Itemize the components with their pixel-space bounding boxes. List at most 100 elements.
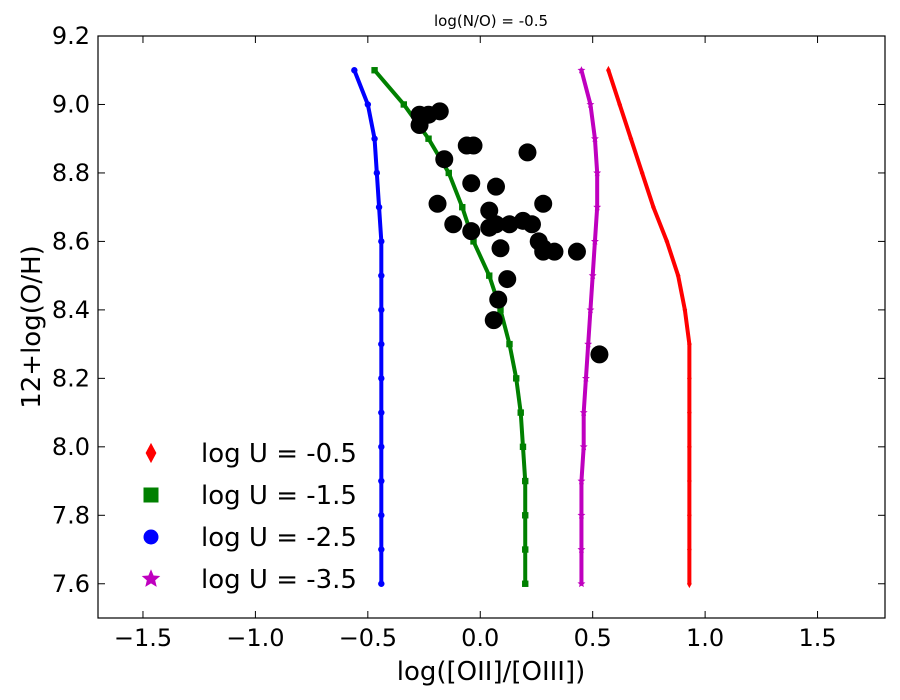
series-3-point [378, 272, 385, 279]
series-4-point [593, 168, 602, 177]
legend-marker-1 [145, 442, 157, 464]
series-3-point [351, 67, 358, 74]
series-2-point [425, 135, 432, 142]
series-1-point [617, 100, 622, 109]
series-1-point [687, 374, 692, 383]
series-2-point [497, 306, 504, 314]
series-3-point [378, 306, 385, 314]
observation-point [522, 215, 541, 234]
y-tick-label: 8.4 [52, 296, 90, 324]
series-4-point [577, 579, 586, 588]
legend-marker-4 [141, 569, 161, 587]
series-4-point [584, 339, 593, 348]
series-2-point [470, 238, 477, 245]
y-tick-label: 8.6 [52, 227, 90, 255]
observation-point [500, 215, 519, 234]
series-3-point [371, 135, 378, 142]
series-3-point [375, 203, 383, 211]
observation-point [410, 116, 429, 135]
observation-point [480, 201, 499, 220]
series-4-point [577, 476, 586, 485]
series-3-point [378, 477, 385, 485]
series-3-point [378, 512, 385, 519]
y-tick-label: 7.6 [52, 570, 90, 598]
observation-point [428, 194, 447, 213]
series-3-point [378, 375, 385, 382]
x-tick-labels: −1.5 −1.0 −0.5 0.0 0.5 1.0 1.5 [114, 624, 837, 652]
series-1-line [606, 68, 692, 586]
series-1-point [664, 237, 670, 246]
observation-point [491, 239, 510, 258]
series-1-point [687, 510, 692, 520]
observation-point [486, 177, 505, 196]
legend-marker-3 [143, 529, 159, 545]
observation-point [435, 150, 454, 169]
series-4-point [593, 203, 602, 211]
series-3-point [364, 101, 372, 108]
observation-point [567, 242, 586, 261]
observation-point [444, 215, 463, 234]
series-3-point [378, 443, 385, 451]
x-tick-label: 1.5 [798, 624, 836, 652]
legend-label-4: log U = -3.5 [201, 565, 357, 595]
series-2-point [522, 580, 529, 587]
series-1-point [687, 476, 692, 486]
series-4-point [588, 271, 597, 280]
y-tick-labels: 7.6 7.8 8.0 8.2 8.4 8.6 8.8 9.0 9.2 [52, 22, 90, 598]
series-4-point [579, 408, 588, 416]
series-2-point [459, 203, 466, 211]
series-3-point [378, 409, 385, 416]
x-tick-label: −1.5 [114, 624, 172, 652]
observations-layer [410, 102, 609, 364]
y-tick-label: 7.8 [52, 501, 90, 529]
y-axis-label: 12+log(O/H) [17, 245, 47, 409]
legend-label-3: log U = -2.5 [201, 523, 357, 553]
series-2-point [486, 272, 493, 279]
series-2-point [522, 546, 529, 553]
series-1-point [687, 408, 692, 417]
series-1-point [675, 271, 681, 280]
series-1-point [687, 579, 692, 589]
series-2-point [522, 512, 529, 519]
x-axis-label: log([OII]/[OIII]) [397, 657, 586, 687]
observation-point [545, 242, 564, 261]
observation-point [534, 194, 553, 213]
observation-point [518, 143, 537, 162]
y-tick-label: 9.2 [52, 22, 90, 50]
chart-title: log(N/O) = -0.5 [434, 12, 548, 30]
x-tick-label: −0.5 [339, 624, 397, 652]
x-tick-label: 0.5 [574, 624, 612, 652]
observation-point [484, 311, 503, 330]
y-tick-label: 8.2 [52, 364, 90, 392]
series-3-point [378, 580, 385, 587]
series-2-point [522, 477, 529, 485]
series-4-point [577, 66, 586, 74]
series-2-point [519, 443, 527, 451]
series-4-point [581, 374, 590, 382]
series-2-line [372, 68, 528, 586]
series-4-point [577, 545, 586, 553]
legend-marker-2 [143, 487, 159, 503]
ticks-layer [98, 35, 885, 618]
x-tick-label: −1.0 [226, 624, 284, 652]
series-3-point [378, 546, 385, 553]
series-1-point [687, 339, 692, 349]
series-1-point [651, 202, 656, 212]
series-2-point [513, 375, 520, 382]
series-1-point [639, 168, 645, 178]
series-4-point [577, 511, 586, 519]
observation-point [486, 215, 505, 234]
series-3-line [352, 68, 384, 586]
series-2-point [517, 409, 524, 416]
series-3-point [373, 169, 381, 177]
observation-point [462, 222, 481, 241]
legend-label-2: log U = -1.5 [201, 481, 357, 511]
series-3-point [378, 238, 385, 245]
observation-point [462, 174, 481, 193]
series-2-point [371, 67, 378, 74]
series-1-point [687, 442, 692, 452]
series-3-point [378, 340, 385, 348]
plot-frame [97, 35, 886, 619]
observation-point [590, 345, 609, 364]
